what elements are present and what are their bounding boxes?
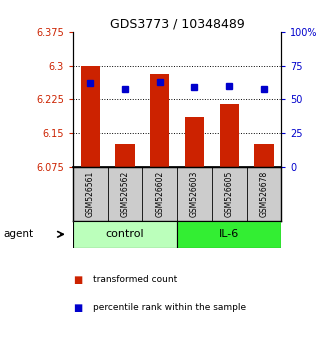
Text: GSM526605: GSM526605 [225,171,234,217]
Text: GSM526603: GSM526603 [190,171,199,217]
Text: agent: agent [3,229,33,239]
Text: control: control [106,229,144,239]
Bar [150,74,169,167]
Bar [220,104,239,167]
Bar [185,117,204,167]
Text: percentile rank within the sample: percentile rank within the sample [93,303,246,313]
Text: IL-6: IL-6 [219,229,239,239]
Bar [81,65,100,167]
Text: GSM526562: GSM526562 [120,171,129,217]
Title: GDS3773 / 10348489: GDS3773 / 10348489 [110,18,245,31]
Bar [177,221,281,248]
Text: GSM526561: GSM526561 [86,171,95,217]
Bar [73,221,177,248]
Text: transformed count: transformed count [93,275,177,284]
Bar [116,144,134,167]
Text: GSM526602: GSM526602 [155,171,164,217]
Text: GSM526678: GSM526678 [260,171,268,217]
Text: ■: ■ [73,275,82,285]
Bar [255,144,273,167]
Text: ■: ■ [73,303,82,313]
